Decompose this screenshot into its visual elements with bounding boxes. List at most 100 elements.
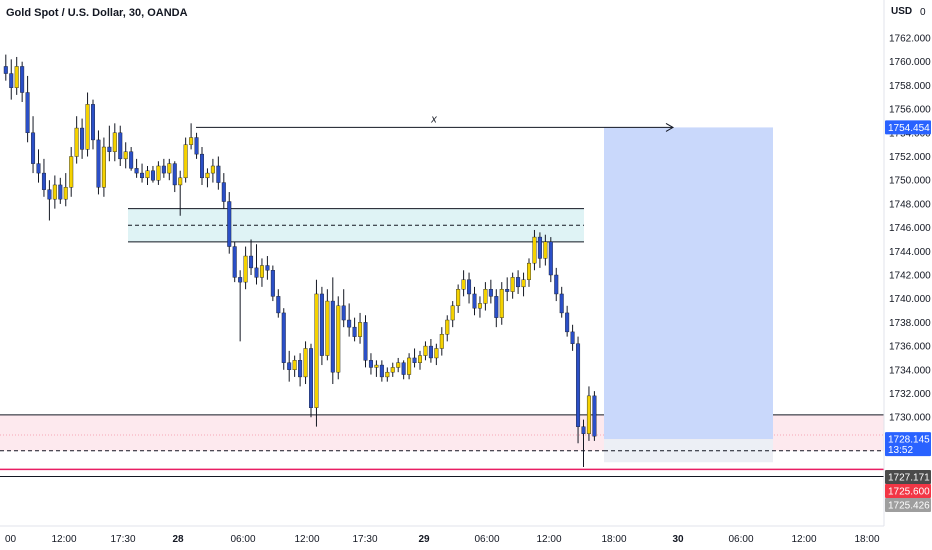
candle (298, 353, 303, 387)
candle-body (439, 334, 444, 349)
candle (407, 353, 412, 380)
time-axis[interactable]: 00 12:00 17:30 28 06:00 12:00 17:30 29 06:00 12:0… (5, 534, 880, 545)
price-tag-value: 1727.171 (888, 473, 930, 484)
candle (592, 391, 597, 441)
x-tick-label: 18:00 (854, 534, 879, 545)
candle (107, 125, 112, 162)
candle (472, 286, 477, 316)
candle (232, 241, 237, 283)
candle-body (161, 165, 166, 174)
candle (488, 279, 493, 304)
price-tag: 1725.426 (885, 498, 931, 512)
candle (167, 158, 172, 181)
candle-body (505, 289, 510, 292)
candle-body (499, 289, 504, 318)
candle (129, 147, 134, 171)
y-tick-label: 1730.000 (889, 413, 931, 424)
candle (576, 336, 581, 444)
candle-body (36, 163, 41, 174)
candle-body (576, 343, 581, 427)
candle (20, 61, 25, 102)
candle (586, 386, 591, 441)
candle-body (63, 187, 68, 200)
candle (477, 296, 482, 318)
candle (292, 355, 297, 377)
candle (401, 360, 406, 380)
candle-body (347, 319, 352, 328)
candle (494, 289, 499, 328)
candle (543, 234, 548, 266)
candle-body (423, 345, 428, 356)
candle-body (379, 364, 384, 378)
candle-body (319, 293, 324, 356)
candle-body (488, 289, 493, 297)
candle (368, 353, 373, 375)
candle (9, 59, 14, 100)
candle-body (210, 165, 215, 174)
candle (516, 270, 521, 294)
candle (145, 165, 150, 185)
y-tick-label: 1740.000 (889, 294, 931, 305)
candle (210, 158, 215, 183)
y-tick-label-partial-suffix: 0 (920, 7, 926, 18)
candle (439, 327, 444, 356)
x-tick-label: 28 (172, 534, 184, 545)
candle (505, 277, 510, 302)
candle-body (52, 184, 57, 200)
y-tick-label: 1758.000 (889, 81, 931, 92)
y-tick-label: 1734.000 (889, 365, 931, 376)
price-tag-value: 1754.454 (888, 123, 930, 134)
currency-badge[interactable]: USD (889, 6, 915, 17)
price-tag-bg (885, 484, 931, 498)
candle (140, 163, 145, 183)
y-tick-label: 1732.000 (889, 389, 931, 400)
price-tag-value: 1725.600 (888, 487, 930, 498)
candle-body (254, 267, 259, 278)
candle-body (205, 172, 210, 179)
candle (80, 118, 85, 159)
candle (554, 267, 559, 302)
candle (390, 362, 395, 377)
x-tick-label: 17:30 (352, 534, 377, 545)
candle (243, 246, 248, 290)
candle (374, 360, 379, 377)
candle-body (586, 395, 591, 434)
candle (259, 258, 264, 287)
candle (330, 277, 335, 385)
candle (58, 177, 63, 204)
candle (352, 317, 357, 342)
candle-body (570, 331, 575, 344)
candle (483, 282, 488, 311)
candle (537, 232, 542, 268)
candle-body (352, 326, 357, 337)
candle-body (368, 360, 373, 368)
candle (532, 229, 537, 271)
candle-body (472, 293, 477, 309)
y-tick-label: 1736.000 (889, 342, 931, 353)
candle-body (112, 132, 117, 152)
candle-body (156, 165, 161, 181)
candle (205, 168, 210, 188)
candle-body (336, 305, 341, 373)
candle (499, 282, 504, 325)
candle (456, 284, 461, 313)
candle-body (259, 265, 264, 278)
price-axis[interactable]: 1730.000 1732.000 1734.000 1736.000 1738.000… (889, 7, 931, 424)
candle (303, 341, 308, 385)
candle (199, 147, 204, 185)
candle-body (516, 277, 521, 288)
candle (221, 173, 226, 209)
candle (254, 244, 259, 285)
candle-body (407, 357, 412, 375)
candle-body (3, 66, 8, 74)
candle (418, 350, 423, 370)
candle (25, 75, 30, 143)
candle (150, 165, 155, 183)
price-tag: 1727.171 (885, 470, 931, 484)
candle-body (292, 360, 297, 371)
candle-body (374, 364, 379, 368)
candle (52, 175, 57, 209)
